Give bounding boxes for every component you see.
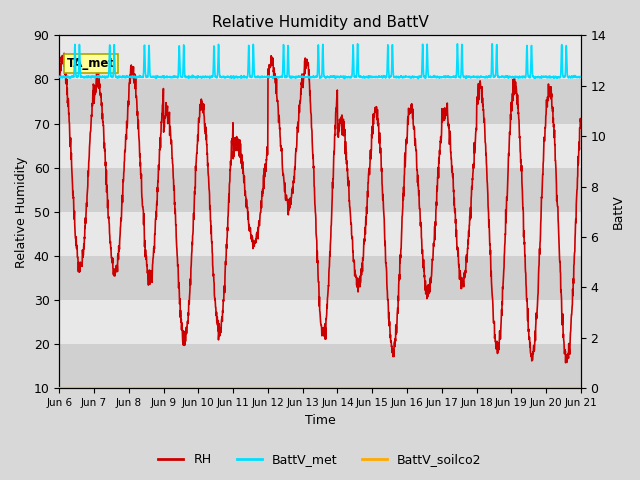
Bar bbox=[60, 80, 581, 123]
BattV_met bbox=[577, 73, 585, 79]
BattV_soilco2 bbox=[346, 385, 354, 391]
Title: Relative Humidity and BattV: Relative Humidity and BattV bbox=[212, 15, 428, 30]
BattV_soilco2 bbox=[577, 385, 585, 391]
BattV_met bbox=[56, 73, 63, 79]
BattV_soilco2 bbox=[335, 385, 342, 391]
RH bbox=[56, 67, 63, 73]
X-axis label: Time: Time bbox=[305, 414, 335, 427]
Bar bbox=[60, 256, 581, 300]
Line: RH: RH bbox=[60, 53, 581, 363]
BattV_met bbox=[546, 74, 554, 80]
BattV_met bbox=[531, 75, 539, 81]
RH bbox=[577, 117, 585, 122]
BattV_soilco2 bbox=[545, 385, 553, 391]
Y-axis label: BattV: BattV bbox=[612, 194, 625, 229]
RH bbox=[201, 128, 209, 134]
RH bbox=[531, 334, 539, 340]
RH bbox=[562, 360, 570, 366]
Bar bbox=[60, 212, 581, 256]
BattV_met bbox=[488, 41, 496, 47]
Bar bbox=[60, 344, 581, 388]
BattV_met bbox=[472, 74, 479, 80]
Legend: RH, BattV_met, BattV_soilco2: RH, BattV_met, BattV_soilco2 bbox=[154, 448, 486, 471]
RH bbox=[335, 124, 343, 130]
BattV_soilco2 bbox=[472, 385, 479, 391]
BattV_soilco2 bbox=[201, 385, 209, 391]
Text: TA_met: TA_met bbox=[67, 57, 115, 70]
BattV_met bbox=[335, 74, 342, 80]
Bar bbox=[60, 36, 581, 80]
RH bbox=[346, 211, 354, 217]
BattV_met bbox=[346, 74, 354, 80]
Bar bbox=[60, 123, 581, 168]
RH bbox=[60, 50, 68, 56]
RH bbox=[546, 84, 554, 90]
Bar bbox=[60, 300, 581, 344]
BattV_soilco2 bbox=[531, 385, 538, 391]
Line: BattV_met: BattV_met bbox=[60, 44, 581, 79]
BattV_met bbox=[415, 76, 422, 82]
BattV_met bbox=[201, 74, 209, 80]
Y-axis label: Relative Humidity: Relative Humidity bbox=[15, 156, 28, 267]
BattV_soilco2 bbox=[56, 385, 63, 391]
RH bbox=[472, 136, 479, 142]
Bar bbox=[60, 168, 581, 212]
